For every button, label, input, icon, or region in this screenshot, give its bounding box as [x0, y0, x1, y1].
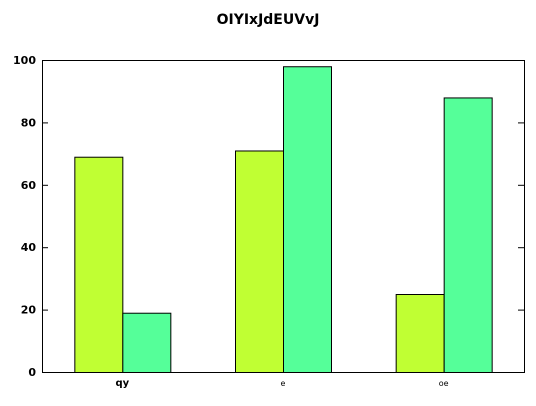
y-tick-label: 40	[21, 241, 37, 254]
bars-group	[74, 66, 493, 374]
x-tick-label: e	[281, 379, 286, 388]
x-tick-label: oe	[439, 379, 449, 388]
chart-title: OIYIxJdEUVvJ	[217, 12, 320, 28]
bar-e-series-2	[283, 66, 332, 374]
bar-e-series-1	[235, 150, 284, 373]
bar-qy-series-2	[122, 312, 172, 373]
bar-oe-series-1	[395, 294, 445, 373]
y-tick-label: 100	[13, 54, 36, 67]
plot-frame	[42, 60, 525, 373]
bar-oe-series-2	[443, 97, 493, 373]
x-tick-label: qy	[115, 378, 129, 389]
y-tick-label: 80	[21, 116, 37, 129]
y-tick-label: 0	[28, 366, 36, 379]
bar-qy-series-1	[74, 156, 124, 373]
axes-group: qy e oe 0 20 40 60 80 100	[13, 54, 524, 389]
y-tick-label: 20	[21, 304, 37, 317]
y-tick-label: 60	[21, 179, 37, 192]
